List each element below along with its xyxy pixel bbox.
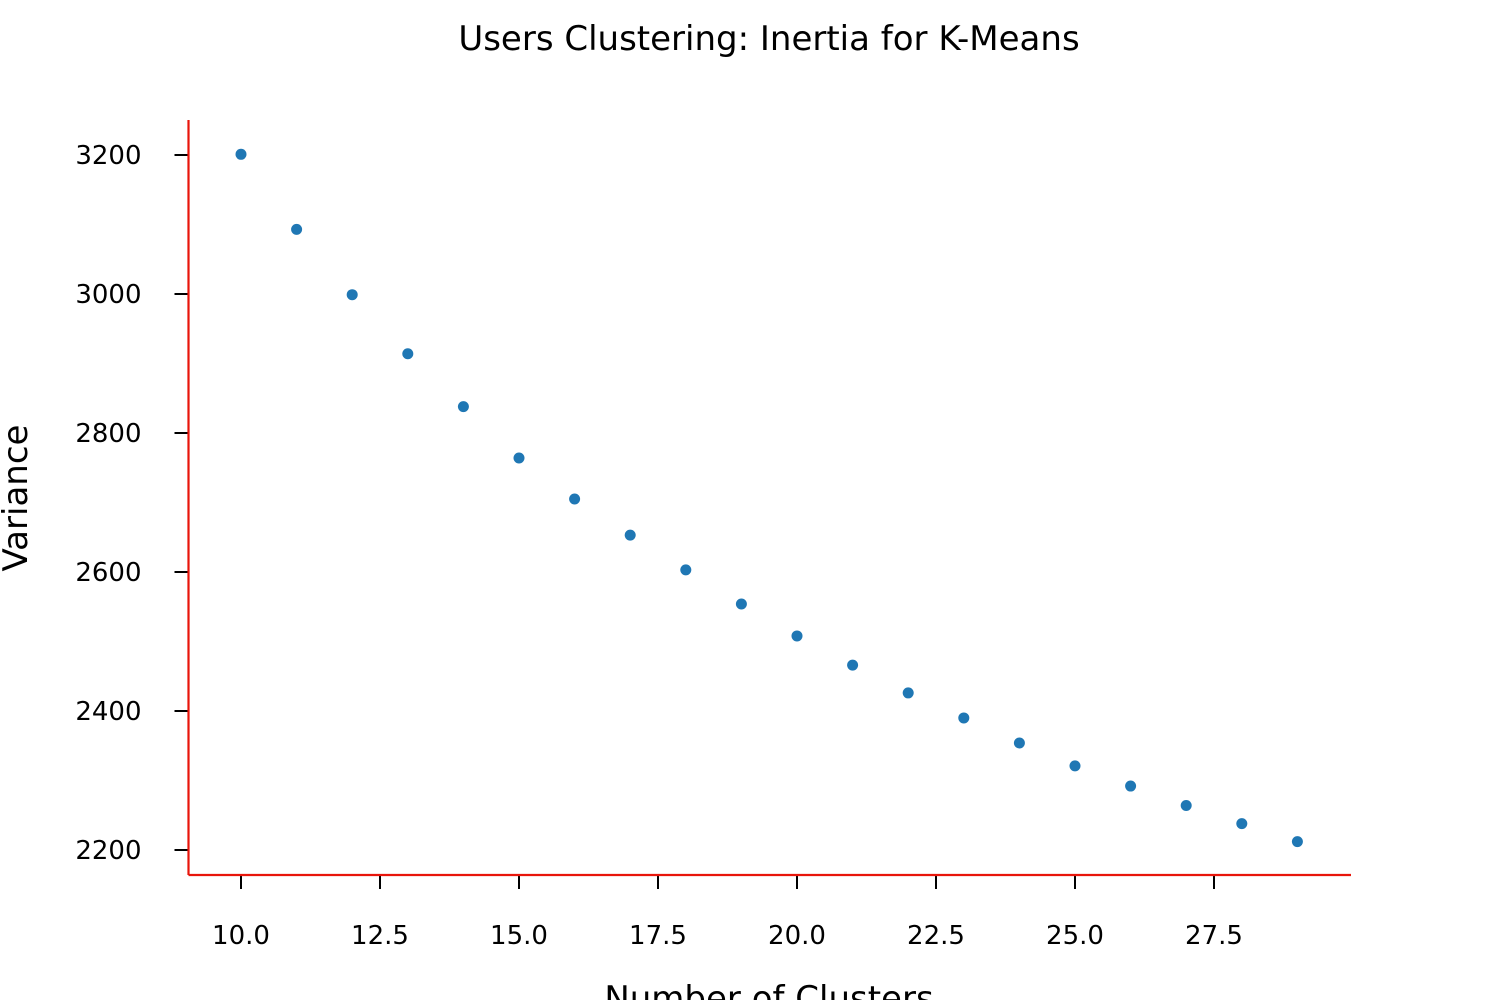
data-point xyxy=(624,529,636,541)
data-point xyxy=(902,687,914,699)
x-tick-label: 12.5 xyxy=(351,921,409,951)
x-axis-ticks: 10.0 12.5 15.0 17.5 20.0 22.5 25.0 27.5 xyxy=(212,875,1243,951)
data-point xyxy=(1013,737,1025,749)
data-point xyxy=(1236,818,1248,830)
y-tick-label: 2800 xyxy=(75,419,141,449)
data-point xyxy=(346,289,358,301)
data-points xyxy=(235,148,1303,848)
x-tick-label: 20.0 xyxy=(768,921,826,951)
y-tick-label: 3000 xyxy=(75,280,141,310)
data-point xyxy=(513,452,525,464)
data-point xyxy=(235,148,247,160)
data-point xyxy=(1125,780,1137,792)
data-point xyxy=(680,564,692,576)
data-point xyxy=(958,712,970,724)
data-point xyxy=(1180,800,1192,812)
y-tick-label: 2200 xyxy=(75,836,141,866)
x-tick-label: 17.5 xyxy=(629,921,687,951)
x-tick-label: 27.5 xyxy=(1185,921,1243,951)
x-axis-label: Number of Clusters xyxy=(604,979,933,1000)
y-axis-ticks: 2200 2400 2600 2800 3000 3200 xyxy=(75,141,189,866)
y-tick-label: 2400 xyxy=(75,697,141,727)
data-point xyxy=(569,493,581,505)
data-point xyxy=(1291,836,1303,848)
data-point xyxy=(735,598,747,610)
x-tick-label: 10.0 xyxy=(212,921,270,951)
data-point xyxy=(402,348,414,360)
y-tick-label: 3200 xyxy=(75,141,141,171)
y-tick-label: 2600 xyxy=(75,558,141,588)
data-point xyxy=(847,659,859,671)
x-tick-label: 15.0 xyxy=(490,921,548,951)
data-point xyxy=(791,630,803,642)
data-point xyxy=(1069,760,1081,772)
x-tick-label: 25.0 xyxy=(1046,921,1104,951)
chart-title: Users Clustering: Inertia for K-Means xyxy=(458,19,1079,59)
x-tick-label: 22.5 xyxy=(907,921,965,951)
y-axis-label: Variance xyxy=(0,425,36,572)
data-point xyxy=(457,401,469,413)
data-point xyxy=(291,223,303,235)
